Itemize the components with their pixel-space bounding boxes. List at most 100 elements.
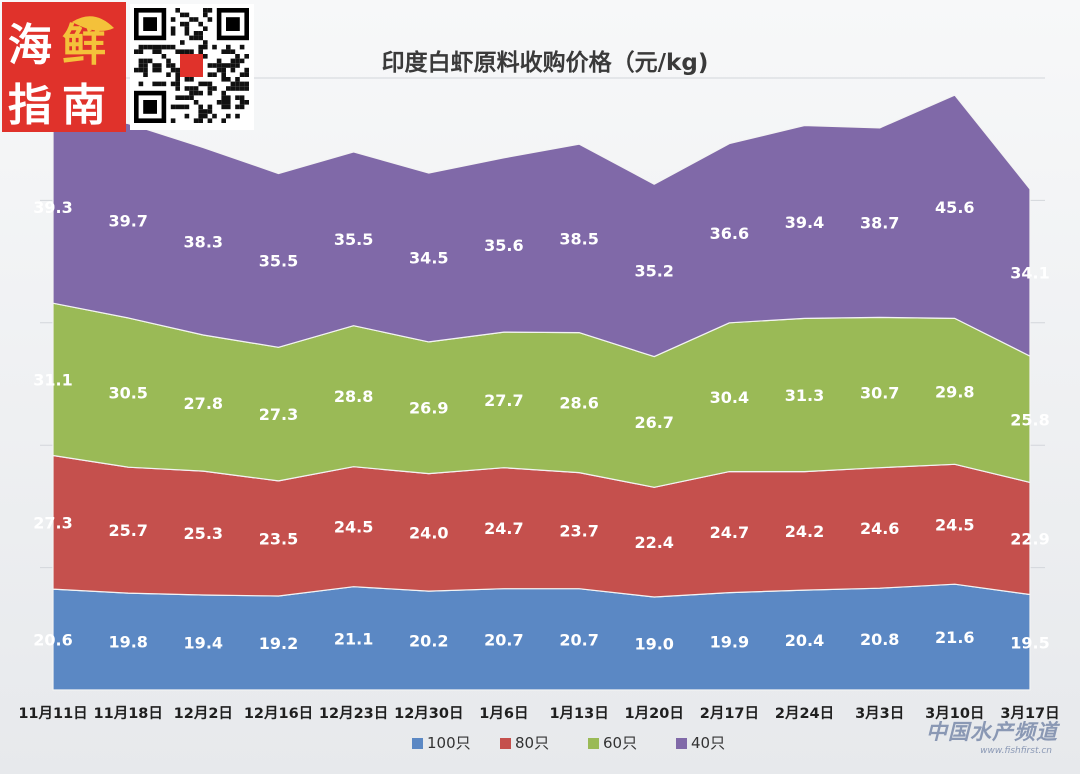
qr-module — [203, 81, 208, 87]
qr-module — [143, 44, 148, 50]
qr-module — [170, 44, 176, 50]
qr-module — [226, 95, 231, 100]
qr-module — [198, 104, 203, 110]
data-label: 25.8 — [1010, 410, 1049, 429]
qr-finder — [143, 100, 157, 114]
qr-module — [203, 12, 208, 18]
qr-module — [170, 104, 176, 110]
watermark-text: 中国水产频道 — [926, 720, 1058, 744]
data-label: 26.7 — [634, 413, 673, 432]
qr-module — [193, 100, 199, 105]
logo-char-3: 指 — [8, 80, 52, 131]
qr-module — [203, 109, 208, 114]
qr-module — [203, 26, 208, 31]
x-tick-label: 12月16日 — [244, 705, 313, 722]
qr-module — [239, 81, 245, 87]
qr-module — [244, 81, 249, 87]
qr-module — [212, 72, 217, 77]
data-label: 19.5 — [1010, 633, 1049, 652]
qr-module — [170, 26, 176, 31]
legend-label: 100只 — [427, 734, 471, 752]
x-tick-label: 3月17日 — [1000, 705, 1059, 722]
data-label: 19.8 — [108, 633, 147, 652]
qr-code-icon — [134, 8, 249, 123]
qr-module — [198, 81, 203, 87]
qr-module — [157, 49, 162, 54]
qr-module — [143, 63, 148, 68]
qr-module — [189, 90, 194, 96]
qr-module — [244, 86, 249, 91]
data-label: 35.5 — [259, 251, 298, 270]
qr-module — [207, 86, 213, 91]
data-label: 28.8 — [334, 387, 373, 406]
qr-module — [230, 86, 236, 91]
data-label: 23.5 — [259, 530, 298, 549]
data-label: 24.2 — [785, 522, 824, 541]
qr-module — [166, 63, 171, 68]
qr-module — [203, 54, 208, 59]
qr-module — [152, 67, 157, 73]
qr-module — [207, 104, 213, 110]
qr-module — [175, 67, 180, 73]
qr-module — [216, 67, 222, 73]
qr-module — [184, 77, 190, 82]
qr-module — [134, 67, 139, 73]
qr-module — [198, 49, 203, 54]
qr-module — [138, 44, 144, 50]
qr-module — [221, 63, 226, 68]
qr-module — [170, 67, 176, 73]
x-tick-label: 11月18日 — [94, 705, 163, 722]
x-tick-label: 1月20日 — [625, 705, 684, 722]
qr-module — [198, 90, 203, 96]
qr-module — [244, 100, 249, 105]
qr-module — [230, 58, 236, 64]
qr-module — [184, 26, 190, 31]
qr-module — [221, 67, 226, 73]
data-label: 39.4 — [785, 213, 824, 232]
qr-module — [184, 104, 190, 110]
x-tick-label: 1月13日 — [549, 705, 608, 722]
qr-module — [226, 44, 231, 50]
qr-module — [138, 81, 144, 87]
qr-module — [138, 67, 144, 73]
data-label: 30.4 — [710, 388, 749, 407]
qr-module — [221, 72, 226, 77]
data-label: 28.6 — [559, 394, 598, 413]
data-label: 24.7 — [484, 519, 523, 538]
qr-module — [180, 49, 185, 54]
qr-module — [138, 63, 144, 68]
qr-module — [221, 77, 226, 82]
qr-module — [226, 113, 231, 119]
qr-module — [235, 77, 240, 82]
legend-swatch — [588, 738, 599, 749]
data-label: 24.7 — [710, 523, 749, 542]
qr-module — [184, 21, 190, 27]
x-tick-label: 2月17日 — [700, 705, 759, 722]
qr-module — [226, 49, 231, 54]
brand-logo: 海 鲜 指 南 — [2, 2, 126, 132]
data-label: 20.6 — [33, 631, 72, 650]
qr-module — [198, 113, 203, 119]
qr-module — [180, 104, 185, 110]
qr-finder — [226, 17, 240, 31]
qr-module — [198, 21, 203, 27]
area-series-40只 — [52, 94, 1031, 358]
qr-module — [138, 58, 144, 64]
data-label: 20.2 — [409, 632, 448, 651]
data-label: 35.2 — [634, 261, 673, 280]
data-label: 45.6 — [935, 198, 974, 217]
legend-label: 60只 — [603, 734, 637, 752]
qr-module — [175, 8, 180, 13]
qr-module — [207, 72, 213, 77]
qr-module — [212, 44, 217, 50]
data-label: 25.3 — [184, 524, 223, 543]
qr-module — [235, 104, 240, 110]
data-label: 22.4 — [634, 533, 673, 552]
qr-module — [221, 95, 226, 100]
qr-module — [175, 72, 180, 77]
data-label: 31.3 — [785, 386, 824, 405]
qr-module — [198, 118, 203, 123]
qr-module — [244, 54, 249, 59]
x-tick-label: 1月6日 — [479, 705, 528, 722]
data-label: 19.9 — [710, 632, 749, 651]
